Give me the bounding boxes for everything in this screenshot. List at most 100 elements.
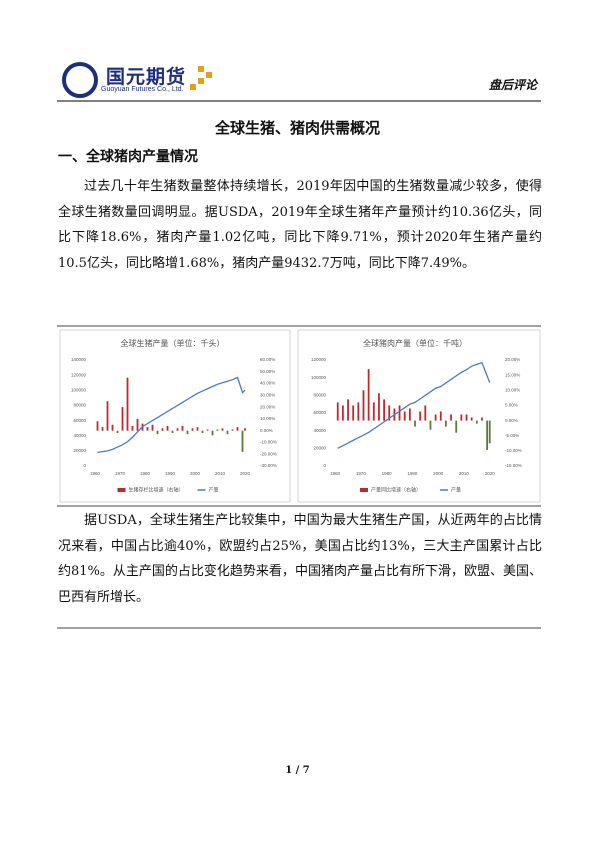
x-tick-label: 2000 — [190, 471, 201, 476]
bar — [455, 420, 458, 433]
logo-dot — [206, 72, 212, 78]
bar — [383, 399, 385, 421]
bar — [126, 377, 129, 431]
x-tick-label: 2020 — [485, 471, 496, 476]
bar — [434, 414, 437, 421]
y-tick-label: 100000 — [71, 387, 87, 392]
bar — [151, 424, 154, 431]
x-tick-label: 1970 — [115, 471, 126, 476]
logo-dot — [198, 78, 204, 84]
y2-tick-label: -15.00% — [505, 463, 522, 468]
bar — [186, 430, 189, 435]
y-tick-label: 140000 — [71, 357, 87, 362]
bar — [388, 405, 391, 421]
legend-swatch — [360, 488, 368, 492]
bar — [414, 420, 416, 427]
bar — [211, 430, 214, 436]
bar — [241, 430, 244, 452]
bar — [121, 407, 124, 431]
bar — [236, 427, 239, 431]
legend-label: 产量 — [209, 486, 219, 493]
bar — [470, 417, 473, 421]
x-tick-label: 1960 — [90, 471, 101, 476]
bar — [403, 411, 406, 421]
bar — [216, 429, 219, 431]
bar — [196, 427, 199, 431]
x-tick-label: 2010 — [215, 471, 226, 476]
y2-tick-label: 10.00% — [260, 416, 275, 421]
bar — [450, 414, 452, 421]
x-tick-label: 2010 — [459, 471, 470, 476]
bar — [244, 428, 246, 431]
y-tick-label: 60000 — [313, 410, 326, 415]
bar — [429, 420, 432, 430]
logo-name: 国元期货 — [106, 66, 187, 88]
bar — [161, 428, 164, 431]
chart-title: 全球猪肉产量（单位：千吨） — [363, 338, 467, 348]
line — [97, 376, 246, 454]
y-tick-label: 40000 — [73, 433, 86, 438]
bar — [362, 390, 365, 421]
y-tick-label: 20000 — [313, 446, 326, 451]
bar — [488, 420, 491, 444]
y-tick-label: 0 — [323, 463, 326, 468]
y-tick-label: 100000 — [311, 375, 327, 380]
bar — [378, 393, 380, 421]
y-tick-label: 120000 — [71, 372, 87, 377]
bar — [341, 405, 344, 421]
bar — [131, 425, 134, 431]
y-tick-label: 60000 — [73, 418, 86, 423]
bar — [156, 430, 159, 435]
y2-tick-label: 30.00% — [260, 393, 275, 398]
bar — [357, 402, 360, 421]
bar — [106, 401, 109, 431]
bar — [146, 427, 149, 431]
doc-title: 全球生猪、猪肉供需概况 — [214, 119, 380, 137]
x-tick-label: 1980 — [140, 471, 151, 476]
y2-tick-label: 20.00% — [260, 404, 275, 409]
x-tick-label: 2020 — [240, 471, 251, 476]
bar — [181, 425, 184, 431]
y2-tick-label: -20.00% — [260, 451, 277, 456]
y2-tick-label: 20.00% — [505, 357, 520, 362]
bar — [336, 402, 339, 421]
logo-name-en: Guoyuan Futures Co., Ltd. — [101, 86, 184, 93]
bar — [111, 424, 114, 431]
y2-tick-label: 10.00% — [505, 387, 520, 392]
legend-label: 生猪存栏比增速（右轴） — [129, 486, 184, 493]
logo-dot — [190, 84, 196, 90]
bar — [347, 399, 349, 421]
y2-tick-label: 50.00% — [260, 369, 275, 374]
legend-label: 产量 — [451, 486, 461, 493]
bar — [191, 428, 194, 431]
y2-tick-label: -5.00% — [505, 433, 519, 438]
x-tick-label: 1990 — [165, 471, 176, 476]
y2-tick-label: -30.00% — [260, 463, 277, 468]
x-tick-label: 1980 — [382, 471, 393, 476]
y-tick-label: 120000 — [311, 357, 327, 362]
bar — [419, 411, 422, 421]
bar — [136, 418, 139, 431]
bar — [231, 429, 234, 431]
x-tick-label: 1990 — [407, 471, 418, 476]
y2-tick-label: -10.00% — [260, 440, 277, 445]
bar — [171, 430, 174, 434]
legend-swatch — [117, 488, 126, 492]
paragraph: 据USDA，全球生猪生产比较集中，中国为最大生猪生产国，从近两年的占比情况来看，… — [58, 513, 542, 605]
y2-tick-label: 0.00% — [260, 428, 273, 433]
y-tick-label: 20000 — [73, 448, 86, 453]
bar — [408, 408, 411, 421]
logo-dot — [198, 66, 204, 72]
chart-title: 全球生猪产量（单位：千头） — [121, 338, 225, 348]
y-tick-label: 80000 — [313, 393, 326, 398]
bar — [96, 421, 99, 431]
y2-tick-label: 0.00% — [505, 418, 518, 423]
x-tick-label: 1970 — [356, 471, 367, 476]
chart-frame — [297, 329, 541, 503]
logo-swoosh — [68, 68, 90, 81]
logo-mark — [62, 62, 98, 98]
bar — [372, 402, 375, 421]
